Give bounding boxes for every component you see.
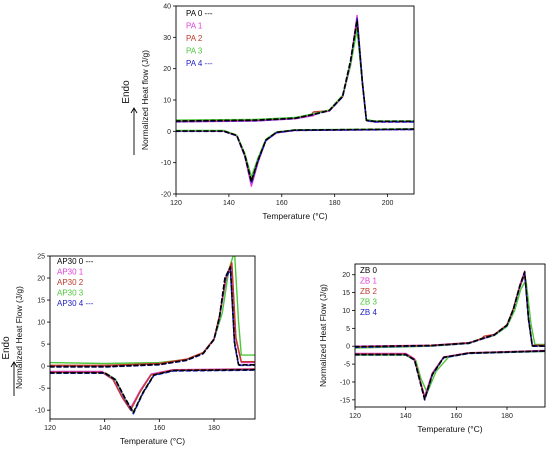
y-tick-label: 0 [346,344,350,351]
x-tick-label: 140 [400,413,412,420]
y-axis-title: Normalized Heat flow (J/g) [140,50,150,150]
legend-entry: ZB 4 [360,308,377,317]
x-axis-title: Temperature (°C) [417,424,482,434]
x-tick-label: 120 [349,413,361,420]
y-tick-label: 5 [346,326,350,333]
dsc-chart-1: 120 140 160 180 200 -20 -10 0 10 20 30 40 Temperatur… [121,4,415,221]
x-axis-title: Temperature (°C) [120,436,185,446]
x-tick-label: 200 [382,200,394,207]
y-tick-label: -5 [39,386,45,393]
series-line-cool [176,128,414,183]
series-group [50,256,255,415]
y-tick-label: 25 [37,254,45,261]
y-tick-label: 15 [37,298,45,305]
y-tick-label: 5 [41,342,45,349]
series-line-heat [176,28,414,122]
series-line-cool [50,368,255,411]
y-tick-label: 10 [37,320,45,327]
x-tick-label: 120 [44,425,56,432]
series-line-heat [176,24,414,123]
series-line-heat [176,14,414,123]
series-line-heat [355,271,545,348]
endo-arrow-head [10,361,18,368]
y-tick-label: 20 [37,276,45,283]
endo-label: Endo [121,80,132,104]
dsc-chart-3: 120 140 160 180 -15 -10 -5 0 5 10 15 20 Temperature … [318,263,546,434]
y-tick-label: 10 [163,98,171,105]
legend-entry: AP30 3 [57,289,84,298]
endo-label: Endo [1,336,12,360]
series-line-heat [50,256,255,365]
y-tick-label: 30 [163,35,171,42]
y-tick-label: 15 [342,290,350,297]
y-tick-label: -10 [161,160,171,167]
legend-entry: ZB 0 [360,266,377,275]
x-axis-title: Temperature (°C) [262,211,327,221]
x-tick-label: 120 [170,200,182,207]
y-axis-title: Normalized Heat Flow (J/g) [14,286,24,389]
legend-entry: PA 1 [186,22,203,31]
y-tick-label: 20 [342,272,350,279]
y-tick-label: 0 [167,129,171,136]
series-line-cool [355,350,545,394]
plot-frame [354,263,546,408]
series-line-cool [355,350,545,401]
plot-frame [49,255,256,420]
legend-entry: AP30 1 [57,268,84,277]
y-tick-label: -15 [340,397,350,404]
series-line-cool [176,128,414,178]
series-line-heat [176,19,414,123]
x-tick-label: 140 [223,200,235,207]
y-tick-label: 40 [163,4,171,11]
y-tick-label: 10 [342,308,350,315]
series-line-cool [355,350,545,400]
y-tick-label: -10 [35,408,45,415]
series-line-heat [355,272,545,349]
y-tick-label: 20 [163,66,171,73]
legend-entry: ZB 1 [360,277,377,286]
legend-entry: PA 3 [186,47,203,56]
plot-frame [175,5,415,195]
series-group [176,14,414,187]
series-line-cool [355,350,545,399]
series-line-heat [50,266,255,368]
legend-entry: ZB 2 [360,287,377,296]
y-axis-title: Normalized Heat Flow (J/g) [318,284,328,387]
x-tick-label: 180 [208,425,220,432]
x-tick-label: 140 [99,425,111,432]
y-tick-label: 0 [41,364,45,371]
x-tick-label: 160 [276,200,288,207]
series-line-cool [176,128,414,187]
dsc-chart-2: 120 140 160 180 -10 -5 0 5 10 15 20 25 Temperature (… [1,254,256,446]
legend-entry: ZB 3 [360,298,377,307]
x-tick-label: 160 [153,425,165,432]
y-tick-label: -10 [340,379,350,386]
x-tick-label: 180 [501,413,513,420]
series-line-cool [50,368,255,414]
series-line-cool [50,369,255,414]
series-line-cool [176,128,414,181]
series-line-cool [50,369,255,415]
series-line-heat [176,17,414,123]
legend-entry: PA 2 [186,34,203,43]
legend-entry: AP30 4 --- [57,299,94,308]
series-group [355,270,545,401]
series-line-heat [355,279,545,349]
legend-entry: PA 0 --- [186,9,213,18]
y-tick-label: -5 [344,362,350,369]
endo-arrow-head [130,107,138,114]
series-line-heat [355,270,545,347]
series-line-heat [355,274,545,348]
legend-entry: AP30 0 --- [57,257,94,266]
legend-entry: AP30 2 [57,278,84,287]
x-tick-label: 180 [329,200,341,207]
legend-entry: PA 4 --- [186,59,213,68]
y-tick-label: -20 [161,192,171,199]
x-tick-label: 160 [450,413,462,420]
series-line-cool [176,128,414,184]
